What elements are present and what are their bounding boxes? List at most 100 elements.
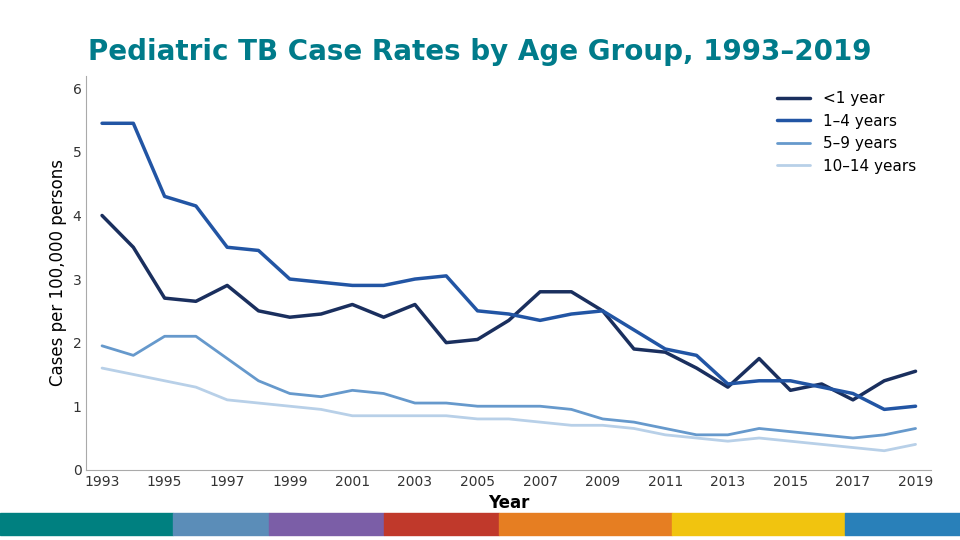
10–14 years	[252, 400, 264, 406]
5–9 years	[535, 403, 546, 409]
1–4 years	[222, 244, 233, 251]
10–14 years	[222, 396, 233, 403]
1–4 years	[347, 282, 358, 289]
1–4 years	[691, 352, 703, 359]
<1 year	[660, 349, 671, 355]
10–14 years	[378, 413, 390, 419]
1–4 years	[128, 120, 139, 126]
10–14 years	[441, 413, 452, 419]
<1 year	[597, 308, 609, 314]
<1 year	[471, 336, 483, 343]
5–9 years	[441, 400, 452, 406]
<1 year	[222, 282, 233, 289]
5–9 years	[910, 425, 922, 431]
1–4 years	[535, 317, 546, 323]
5–9 years	[722, 431, 733, 438]
<1 year	[722, 384, 733, 390]
5–9 years	[347, 387, 358, 394]
5–9 years	[409, 400, 420, 406]
1–4 years	[597, 308, 609, 314]
1–4 years	[660, 346, 671, 352]
5–9 years	[784, 428, 796, 435]
5–9 years	[315, 394, 326, 400]
10–14 years	[628, 425, 639, 431]
1–4 years	[565, 311, 577, 318]
5–9 years	[503, 403, 515, 409]
10–14 years	[878, 448, 890, 454]
5–9 years	[628, 419, 639, 426]
<1 year	[409, 301, 420, 308]
10–14 years	[128, 371, 139, 377]
<1 year	[284, 314, 296, 320]
1–4 years	[722, 381, 733, 387]
10–14 years	[848, 444, 859, 451]
10–14 years	[691, 435, 703, 441]
10–14 years	[315, 406, 326, 413]
1–4 years	[878, 406, 890, 413]
5–9 years	[660, 425, 671, 431]
1–4 years	[503, 311, 515, 318]
5–9 years	[252, 377, 264, 384]
5–9 years	[565, 406, 577, 413]
<1 year	[503, 317, 515, 323]
5–9 years	[597, 416, 609, 422]
<1 year	[128, 244, 139, 251]
<1 year	[315, 311, 326, 318]
Y-axis label: Cases per 100,000 persons: Cases per 100,000 persons	[49, 159, 67, 386]
<1 year	[535, 288, 546, 295]
1–4 years	[910, 403, 922, 409]
5–9 years	[816, 431, 828, 438]
<1 year	[816, 381, 828, 387]
10–14 years	[816, 441, 828, 448]
10–14 years	[565, 422, 577, 429]
1–4 years	[378, 282, 390, 289]
1–4 years	[409, 276, 420, 282]
<1 year	[190, 298, 202, 305]
1–4 years	[190, 202, 202, 209]
<1 year	[158, 295, 170, 301]
<1 year	[441, 340, 452, 346]
Text: Pediatric TB Case Rates by Age Group, 1993–2019: Pediatric TB Case Rates by Age Group, 19…	[88, 38, 872, 66]
5–9 years	[158, 333, 170, 340]
5–9 years	[378, 390, 390, 397]
1–4 years	[628, 327, 639, 333]
<1 year	[565, 288, 577, 295]
10–14 years	[722, 438, 733, 444]
Line: 10–14 years: 10–14 years	[102, 368, 916, 451]
10–14 years	[347, 413, 358, 419]
5–9 years	[471, 403, 483, 409]
<1 year	[910, 368, 922, 375]
1–4 years	[848, 390, 859, 397]
X-axis label: Year: Year	[488, 494, 530, 512]
5–9 years	[754, 425, 765, 431]
10–14 years	[284, 403, 296, 409]
5–9 years	[691, 431, 703, 438]
1–4 years	[784, 377, 796, 384]
<1 year	[252, 308, 264, 314]
<1 year	[96, 212, 108, 219]
5–9 years	[222, 355, 233, 362]
10–14 years	[910, 441, 922, 448]
1–4 years	[252, 247, 264, 254]
5–9 years	[848, 435, 859, 441]
<1 year	[754, 355, 765, 362]
1–4 years	[754, 377, 765, 384]
10–14 years	[471, 416, 483, 422]
5–9 years	[878, 431, 890, 438]
10–14 years	[597, 422, 609, 429]
10–14 years	[158, 377, 170, 384]
5–9 years	[128, 352, 139, 359]
1–4 years	[816, 384, 828, 390]
1–4 years	[96, 120, 108, 126]
1–4 years	[441, 273, 452, 279]
10–14 years	[784, 438, 796, 444]
Line: <1 year: <1 year	[102, 215, 916, 400]
10–14 years	[190, 384, 202, 390]
<1 year	[878, 377, 890, 384]
10–14 years	[660, 431, 671, 438]
1–4 years	[158, 193, 170, 200]
<1 year	[347, 301, 358, 308]
Line: 1–4 years: 1–4 years	[102, 123, 916, 409]
5–9 years	[96, 342, 108, 349]
5–9 years	[284, 390, 296, 397]
